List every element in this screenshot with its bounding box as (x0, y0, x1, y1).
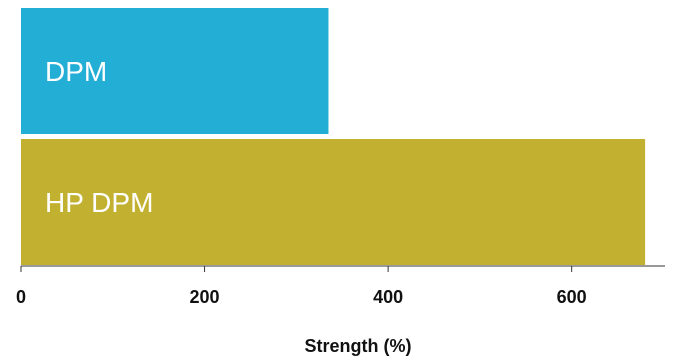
bar-labels-group: DPM HP DPM (45, 56, 153, 218)
x-tick-labels-group: 0 200 400 600 (16, 287, 587, 307)
x-tick-label-400: 400 (373, 287, 403, 307)
x-tick-label-200: 200 (190, 287, 220, 307)
x-axis-title: Strength (%) (305, 336, 412, 356)
x-tick-label-0: 0 (16, 287, 26, 307)
bar-hp-dpm (21, 139, 646, 265)
bar-label-hp-dpm: HP DPM (45, 187, 153, 218)
bar-label-dpm: DPM (45, 56, 107, 87)
bars-group (21, 8, 646, 265)
x-ticks-group (20, 266, 573, 272)
bar-dpm (21, 8, 329, 134)
x-tick-label-600: 600 (557, 287, 587, 307)
